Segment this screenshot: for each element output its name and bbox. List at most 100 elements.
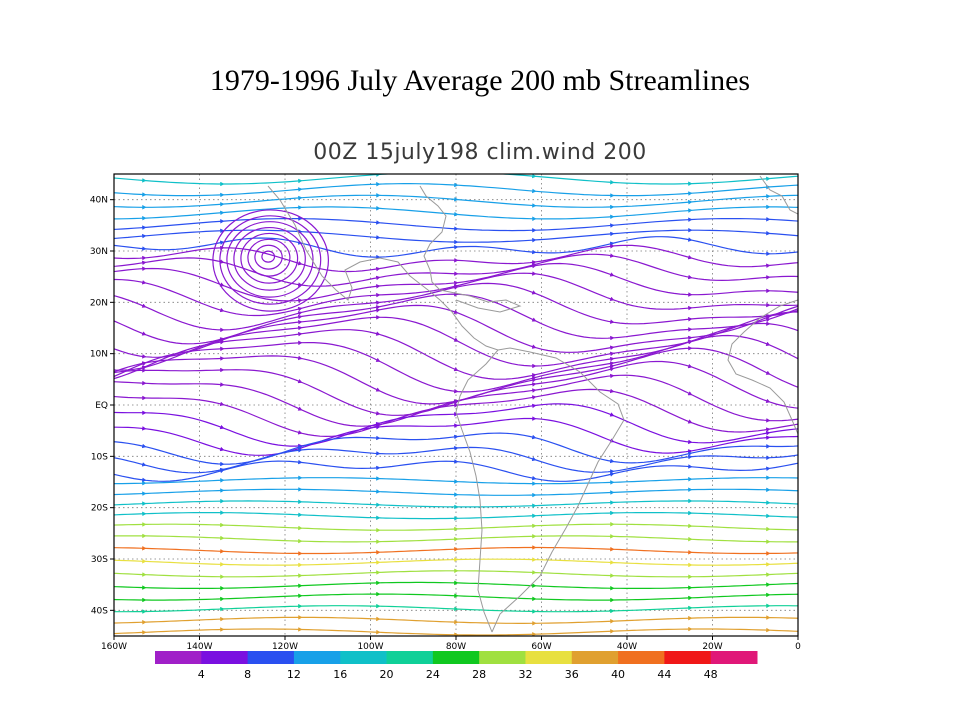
flow-arrowhead — [532, 237, 537, 243]
flow-arrowhead — [298, 325, 303, 331]
flow-arrowhead — [376, 603, 381, 609]
flow-arrowhead — [142, 246, 147, 251]
flow-arrowhead — [142, 225, 147, 230]
flow-arrowhead — [376, 192, 381, 198]
flow-arrowhead — [298, 627, 303, 632]
flow-arrowhead — [610, 585, 615, 591]
flow-arrowhead — [609, 319, 615, 324]
flow-arrowhead — [375, 308, 381, 313]
flow-arrowhead — [687, 419, 693, 424]
flow-arrowhead — [220, 327, 225, 333]
flow-arrowhead — [453, 399, 459, 405]
flow-arrowhead — [454, 196, 459, 202]
flow-arrowhead — [765, 313, 771, 319]
flow-arrowhead — [454, 403, 459, 408]
flow-arrowhead — [219, 240, 225, 245]
flow-arrowhead — [376, 205, 381, 211]
flow-arrowhead — [687, 237, 693, 242]
flow-arrowhead — [531, 263, 537, 269]
flow-arrowhead — [376, 220, 381, 225]
flow-arrowhead — [532, 620, 537, 626]
flow-arrowhead — [532, 174, 537, 179]
flow-arrowhead — [220, 228, 225, 234]
coastline-caribbean — [439, 289, 522, 313]
flow-arrowhead — [142, 533, 147, 539]
flow-arrowhead — [531, 382, 537, 387]
flow-arrowhead — [687, 339, 693, 345]
coastlines-layer — [267, 175, 798, 633]
flow-arrowhead — [220, 627, 225, 632]
flow-arrowhead — [142, 572, 147, 577]
flow-arrowhead — [766, 443, 771, 449]
colorbar-label: 44 — [657, 668, 671, 681]
flow-arrowhead — [297, 378, 303, 384]
flow-arrowhead — [766, 288, 771, 294]
flow-arrowhead — [142, 380, 147, 386]
colorbar-swatch — [247, 651, 295, 664]
flow-arrowhead — [454, 557, 459, 562]
flow-arrowhead — [297, 311, 303, 316]
flow-arrowhead — [532, 513, 537, 519]
flow-arrowhead — [610, 204, 615, 210]
lat-tick-label: 30S — [91, 555, 108, 565]
flow-arrowhead — [532, 492, 537, 498]
flow-arrowhead — [142, 178, 147, 183]
flow-arrowhead — [610, 608, 615, 614]
anticyclone-streamline — [240, 232, 299, 284]
colorbar-swatch — [664, 651, 712, 664]
flow-arrowhead — [219, 446, 225, 452]
lat-tick-label: 10N — [90, 350, 108, 360]
colorbar-label: 20 — [380, 668, 394, 681]
flow-arrowhead — [688, 487, 693, 493]
flow-arrowhead — [609, 351, 615, 357]
flow-arrowhead — [532, 533, 537, 539]
flow-arrowhead — [298, 187, 303, 192]
flow-arrowhead — [376, 314, 381, 320]
flow-arrowhead — [142, 410, 147, 416]
flow-arrowhead — [220, 606, 225, 612]
flow-arrowhead — [688, 191, 693, 196]
flow-arrowhead — [142, 233, 147, 239]
flow-arrowhead — [298, 178, 303, 184]
flow-arrowhead — [376, 591, 381, 597]
flow-arrowhead — [766, 615, 771, 620]
flow-arrowhead — [454, 434, 459, 440]
flow-arrowhead — [297, 260, 303, 266]
lon-tick-label: 100W — [357, 642, 383, 652]
flow-arrowhead — [766, 592, 771, 598]
flow-arrowhead — [220, 461, 225, 467]
colorbar-swatch — [432, 651, 480, 664]
flow-arrowhead — [376, 451, 381, 456]
flow-arrowhead — [219, 307, 225, 313]
flow-arrowhead — [610, 521, 615, 527]
flow-arrowhead — [298, 298, 303, 303]
flow-arrowhead — [142, 609, 147, 614]
flow-arrowhead — [376, 489, 381, 494]
flow-arrowhead — [220, 356, 225, 361]
flow-arrowhead — [610, 469, 615, 474]
flow-arrowhead — [766, 562, 771, 567]
flow-arrowhead — [766, 321, 771, 327]
flow-arrowhead — [298, 583, 303, 589]
flow-arrowhead — [688, 305, 693, 311]
flow-arrowhead — [766, 475, 771, 481]
flow-arrowhead — [532, 481, 537, 486]
flow-arrowhead — [532, 570, 537, 575]
flow-arrowhead — [609, 356, 615, 362]
flow-arrowhead — [688, 605, 693, 611]
flow-arrowhead — [297, 445, 303, 450]
flow-arrowhead — [609, 388, 615, 394]
flow-arrowhead — [142, 204, 147, 210]
flow-arrowhead — [298, 538, 303, 544]
flow-arrowhead — [375, 421, 381, 427]
flow-arrowhead — [142, 426, 147, 431]
flow-arrowhead — [142, 491, 147, 496]
flow-arrowhead — [141, 303, 147, 308]
anticyclone-streamline — [226, 221, 314, 298]
flow-arrowhead — [375, 331, 381, 336]
flow-arrowhead — [610, 244, 615, 249]
flow-arrowhead — [220, 181, 225, 187]
flow-arrowhead — [375, 275, 381, 281]
flow-arrowhead — [766, 539, 771, 545]
flow-arrowhead — [298, 593, 303, 599]
